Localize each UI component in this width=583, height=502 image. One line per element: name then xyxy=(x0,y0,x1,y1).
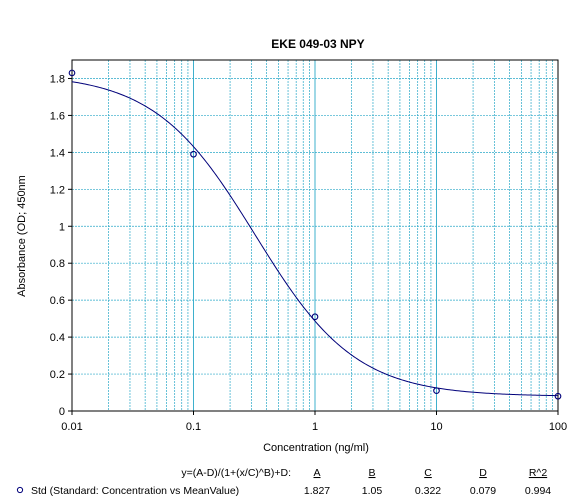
data-point xyxy=(311,313,319,321)
fit-parameter-values: 1.827 1.05 0.322 0.079 0.994 xyxy=(304,485,551,497)
data-point xyxy=(68,69,76,77)
fit-param-value: 1.827 xyxy=(304,485,330,497)
y-tick-label: 0.8 xyxy=(50,258,65,270)
fit-param-name: C xyxy=(424,467,432,479)
data-points xyxy=(68,69,562,400)
data-point xyxy=(554,392,562,400)
x-tick-label: 100 xyxy=(549,421,567,433)
fit-param-name: D xyxy=(479,467,487,479)
y-tick-label: 1 xyxy=(59,221,65,233)
fit-param-name: A xyxy=(313,467,320,479)
y-tick-label: 0.2 xyxy=(50,369,65,381)
fit-param-name: R^2 xyxy=(529,467,548,479)
legend-series-label: Std (Standard: Concentration vs MeanValu… xyxy=(31,485,239,497)
y-tick-label: 1.8 xyxy=(50,73,65,85)
chart-title: EKE 049-03 NPY xyxy=(271,37,364,51)
data-point xyxy=(433,387,440,395)
y-tick-label: 1.6 xyxy=(50,110,65,122)
y-tick-label: 1.2 xyxy=(50,184,65,196)
grid xyxy=(72,60,558,411)
fit-param-value: 0.994 xyxy=(525,485,551,497)
y-axis-label: Absorbance (OD; 450nm xyxy=(16,175,28,297)
fit-param-value: 0.322 xyxy=(415,485,441,497)
y-axis: 0 0.2 0.4 0.6 0.8 1 1.2 1.4 1.6 1.8 xyxy=(50,73,72,418)
fit-param-value: 0.079 xyxy=(470,485,496,497)
fit-param-name: B xyxy=(368,467,375,479)
fit-param-value: 1.05 xyxy=(362,485,383,497)
x-axis-label: Concentration (ng/ml) xyxy=(263,442,369,454)
x-tick-label: 0.01 xyxy=(61,421,82,433)
fit-parameter-names: A B C D R^2 xyxy=(313,467,547,479)
y-tick-label: 0.6 xyxy=(50,295,65,307)
y-tick-label: 0 xyxy=(59,406,65,418)
y-tick-label: 1.4 xyxy=(50,147,65,159)
data-point xyxy=(190,150,197,158)
x-tick-label: 1 xyxy=(312,421,318,433)
x-axis: 0.01 0.1 1 10 100 xyxy=(61,411,567,433)
fit-equation: y=(A-D)/(1+(x/C)^B)+D: xyxy=(181,467,291,479)
legend-marker-icon xyxy=(16,486,24,494)
x-tick-label: 0.1 xyxy=(186,421,201,433)
legend: y=(A-D)/(1+(x/C)^B)+D: A B C D R^2 Std (Stan… xyxy=(16,467,551,497)
fit-curve xyxy=(71,81,559,397)
y-tick-label: 0.4 xyxy=(50,332,65,344)
x-tick-label: 10 xyxy=(430,421,442,433)
